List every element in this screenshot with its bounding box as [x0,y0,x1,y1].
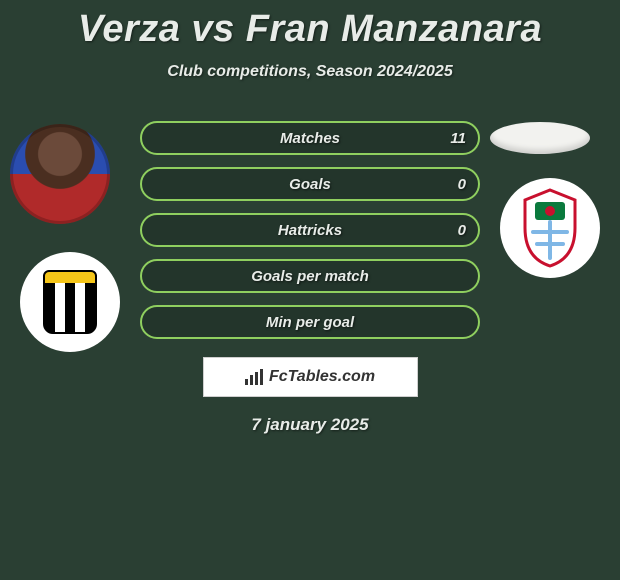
subtitle: Club competitions, Season 2024/2025 [0,63,620,81]
club-crest-left [20,252,120,352]
brand-attribution: FcTables.com [203,357,418,397]
stat-label: Min per goal [266,314,354,331]
bar-chart-icon [245,369,265,385]
stat-row-goals-per-match: Goals per match [140,259,480,293]
player-avatar-right-placeholder [490,122,590,154]
brand-text: FcTables.com [269,368,375,386]
stat-row-goals: Goals 0 [140,167,480,201]
stats-list: Matches 11 Goals 0 Hattricks 0 Goals per… [140,121,480,339]
stat-label: Goals [289,176,331,193]
stat-value-right: 0 [458,176,466,193]
stat-row-hattricks: Hattricks 0 [140,213,480,247]
stat-value-right: 11 [450,130,466,147]
stat-label: Hattricks [278,222,342,239]
stat-value-right: 0 [458,222,466,239]
club-crest-right [500,178,600,278]
date-label: 7 january 2025 [0,415,620,435]
stat-label: Matches [280,130,340,147]
page-title: Verza vs Fran Manzanara [0,0,620,51]
stat-label: Goals per match [251,268,369,285]
stat-row-min-per-goal: Min per goal [140,305,480,339]
stat-row-matches: Matches 11 [140,121,480,155]
player-avatar-left [10,124,110,224]
